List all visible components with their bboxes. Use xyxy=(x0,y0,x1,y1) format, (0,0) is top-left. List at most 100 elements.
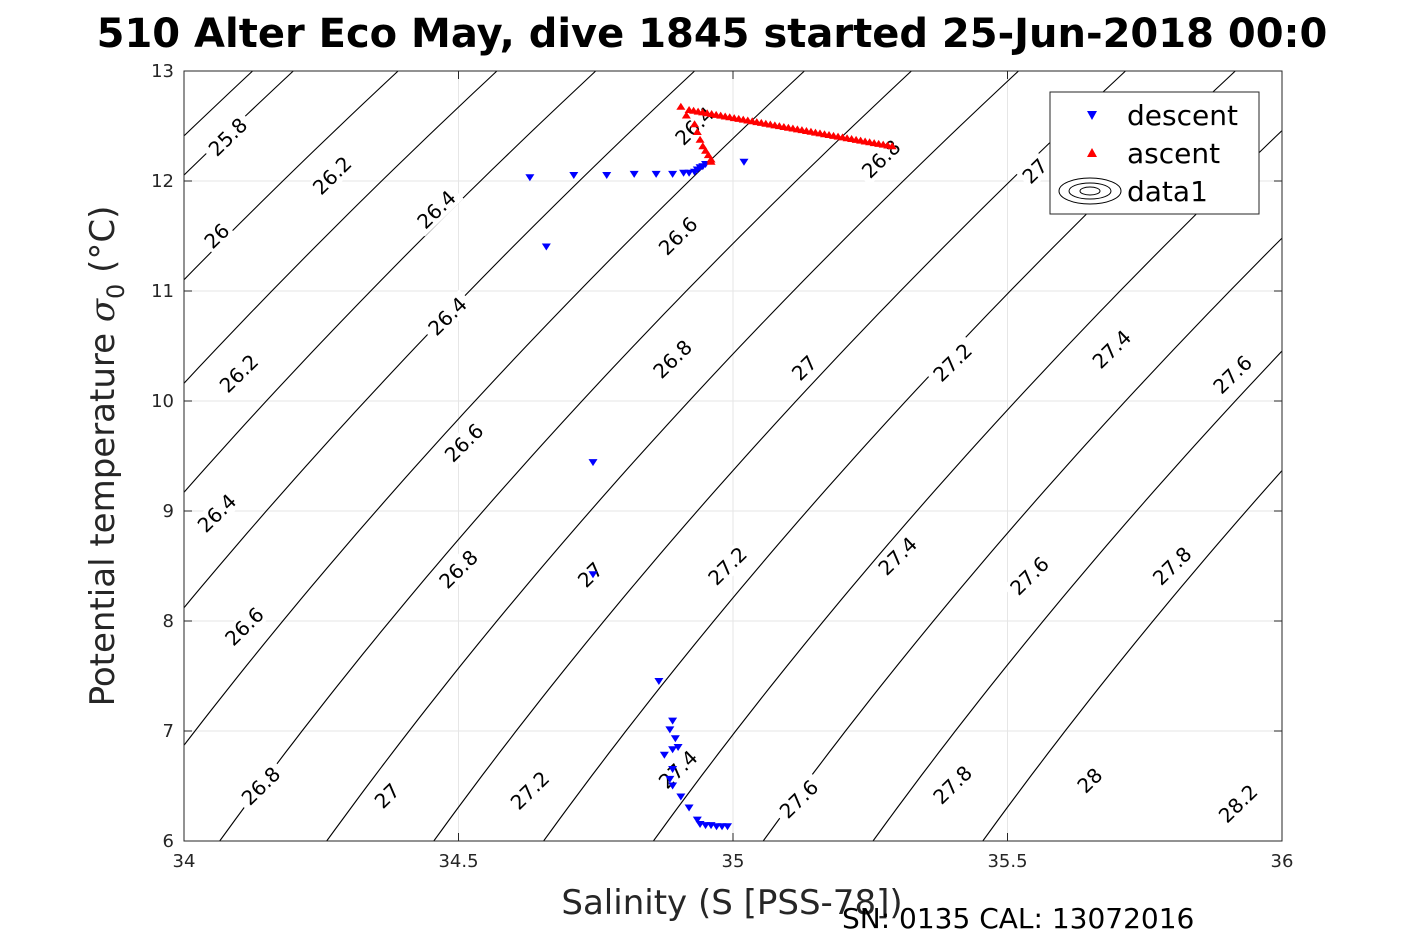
contour-label: 26.8 xyxy=(233,759,288,813)
y-tick-label: 12 xyxy=(151,171,174,192)
contour-label-bg xyxy=(436,416,492,470)
density-contour-line xyxy=(219,71,913,841)
descent-point xyxy=(676,793,686,801)
y-tick-label: 6 xyxy=(163,831,174,852)
chart-title: 510 Alter Eco May, dive 1845 started 25-… xyxy=(97,11,1328,57)
descent-point xyxy=(525,174,535,182)
x-tick-label: 35 xyxy=(722,851,745,872)
descent-point xyxy=(629,170,639,178)
ascent-point xyxy=(676,102,686,110)
contour-label-bg xyxy=(700,539,755,593)
contour-label-bg xyxy=(870,529,925,583)
contour-label-bg xyxy=(854,132,909,186)
x-axis-label: Salinity (S [PSS-78]) xyxy=(561,883,902,923)
descent-series xyxy=(525,158,749,831)
legend: descent ascent data1 xyxy=(1049,91,1260,215)
y-axis-label-symbol: σ xyxy=(83,298,123,322)
density-contour-line xyxy=(184,71,597,494)
y-tick-label: 7 xyxy=(163,721,174,742)
contour-label-bg xyxy=(571,556,609,594)
contour-label-bg xyxy=(431,542,486,597)
descent-point xyxy=(673,744,683,751)
descent-point xyxy=(588,459,598,467)
contour-label-bg xyxy=(1016,152,1054,190)
descent-point xyxy=(651,170,661,178)
contour-label-bg xyxy=(771,772,826,826)
density-contour-line xyxy=(872,350,1282,841)
contour-label-bg xyxy=(645,332,700,386)
contour-label-bg xyxy=(1145,539,1200,593)
x-tick-label: 36 xyxy=(1271,851,1294,872)
contour-label-bg xyxy=(925,335,980,390)
descent-point xyxy=(668,170,678,178)
x-axis-ticks: 34 34.5 35 35.5 36 xyxy=(173,71,1294,872)
contour-label-bg xyxy=(198,217,236,255)
contour-label-bg xyxy=(651,209,706,263)
contour-label-bg xyxy=(233,759,288,813)
contour-label-bg xyxy=(1002,549,1057,603)
contour-label-bg xyxy=(1071,762,1109,799)
contour-label-bg xyxy=(651,742,706,797)
descent-point xyxy=(654,678,664,685)
y-axis-label-subscript: 0 xyxy=(102,284,130,299)
y-tick-label: 13 xyxy=(151,61,174,82)
legend-descent-marker xyxy=(1087,111,1097,120)
descent-point xyxy=(668,746,678,754)
density-contour-line xyxy=(184,71,295,176)
y-tick-label: 8 xyxy=(163,611,174,632)
descent-point xyxy=(668,717,678,725)
descent-point xyxy=(541,243,551,251)
descent-point xyxy=(684,804,694,812)
legend-ascent-label: ascent xyxy=(1127,137,1220,170)
descent-point xyxy=(670,735,680,743)
contour-label-bg xyxy=(925,758,980,812)
contour-label-bg xyxy=(420,289,475,344)
descent-point xyxy=(569,172,579,179)
y-axis-label: Potential temperature σ0 (°C) xyxy=(83,206,130,707)
legend-ascent-marker xyxy=(1087,148,1097,157)
density-contour-line xyxy=(184,71,498,385)
descent-point xyxy=(665,726,675,734)
density-contour-line xyxy=(184,71,696,609)
contour-label-bg xyxy=(368,777,406,815)
descent-point xyxy=(739,158,749,166)
contour-label-bg xyxy=(189,486,244,540)
ascent-point xyxy=(692,128,702,135)
x-tick-label: 34 xyxy=(173,851,196,872)
contour-label-bg xyxy=(211,346,266,401)
descent-point xyxy=(659,751,669,759)
contour-label-bg xyxy=(409,182,464,237)
contour-label-bg xyxy=(217,599,272,654)
y-tick-label: 11 xyxy=(151,281,174,302)
density-contour-line xyxy=(762,237,1282,841)
calibration-footer: SN: 0135 CAL: 13072016 xyxy=(842,902,1194,935)
ascent-point xyxy=(681,111,691,119)
descent-point xyxy=(684,169,694,177)
contour-label-bg xyxy=(200,110,255,164)
contour-label-bg xyxy=(785,349,823,387)
legend-data1-label: data1 xyxy=(1127,175,1208,208)
descent-point xyxy=(668,766,678,773)
legend-box xyxy=(1049,91,1260,215)
contour-label-bg xyxy=(305,148,360,203)
ascent-point xyxy=(887,142,897,150)
y-tick-label: 9 xyxy=(163,501,174,522)
x-tick-label: 34.5 xyxy=(438,851,478,872)
y-axis-label-text: Potential temperature xyxy=(83,333,123,706)
y-axis-ticks: 6 7 8 9 10 11 12 13 xyxy=(151,61,1282,852)
x-tick-label: 35.5 xyxy=(987,851,1027,872)
descent-point xyxy=(602,172,612,179)
contour-label: 26.2 xyxy=(211,346,266,401)
contour-label-bg xyxy=(1211,776,1266,831)
density-contour-line xyxy=(982,469,1282,841)
contour-label-bg xyxy=(1205,347,1260,402)
contour-label-bg xyxy=(502,763,557,818)
density-contour-line xyxy=(326,71,1020,841)
y-axis-label-unit: (°C) xyxy=(83,206,123,284)
descent-point xyxy=(692,816,702,824)
descent-point xyxy=(665,775,675,783)
legend-descent-label: descent xyxy=(1127,99,1238,132)
ascent-series xyxy=(676,102,897,165)
legend-data1-contour-icon xyxy=(1058,177,1122,205)
